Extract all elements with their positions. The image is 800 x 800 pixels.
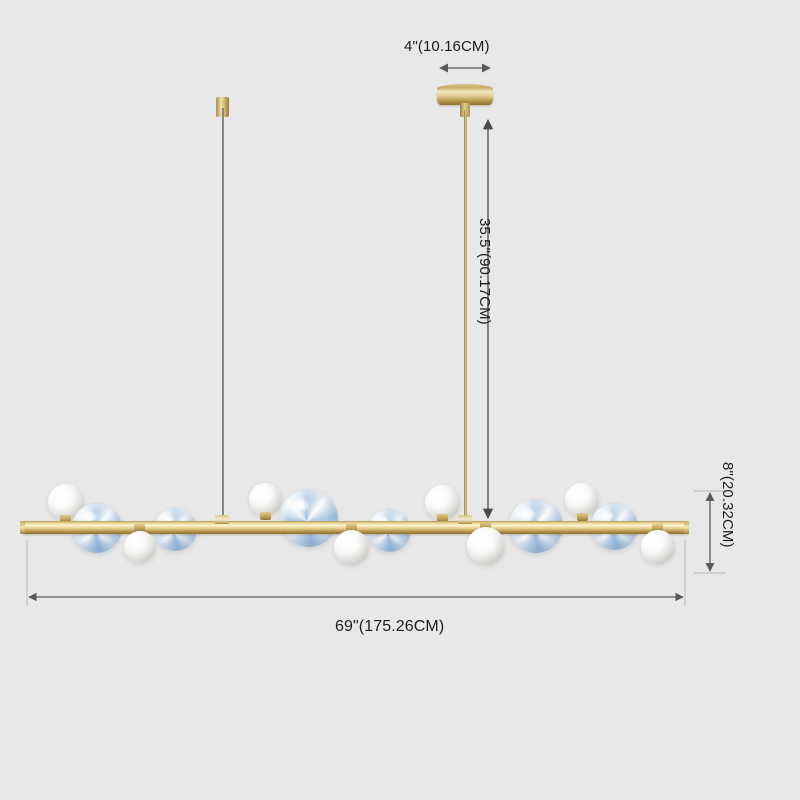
globe-white-5 (249, 483, 282, 516)
main-suspension-rod (464, 110, 467, 525)
fixture-height-label: 8"(20.32CM) (719, 462, 736, 548)
socket-12 (577, 513, 588, 521)
canopy-width-label: 4"(10.16CM) (404, 38, 490, 55)
bar-cap-left (20, 521, 25, 534)
drop-height-label: 35.5"(90.17CM) (476, 218, 493, 325)
socket-5 (260, 512, 271, 520)
left-rod-cap (216, 97, 229, 117)
main-rod-collar (458, 515, 472, 524)
globe-white-10 (467, 527, 505, 565)
globe-white-14 (641, 530, 675, 564)
socket-9 (437, 514, 448, 522)
left-suspension-rod (222, 108, 224, 526)
socket-1 (60, 515, 71, 523)
socket-14 (652, 524, 663, 532)
globe-white-12 (565, 483, 599, 517)
ceiling-canopy (437, 88, 493, 105)
fixture-width-label: 69"(175.26CM) (335, 618, 445, 635)
socket-10 (480, 522, 491, 530)
socket-3 (134, 524, 145, 532)
globe-white-7 (334, 530, 369, 565)
bar-cap-right (684, 521, 689, 534)
globe-white-3 (124, 531, 156, 563)
globe-blue-6 (280, 489, 338, 547)
left-rod-collar (215, 515, 229, 524)
socket-7 (346, 524, 357, 532)
